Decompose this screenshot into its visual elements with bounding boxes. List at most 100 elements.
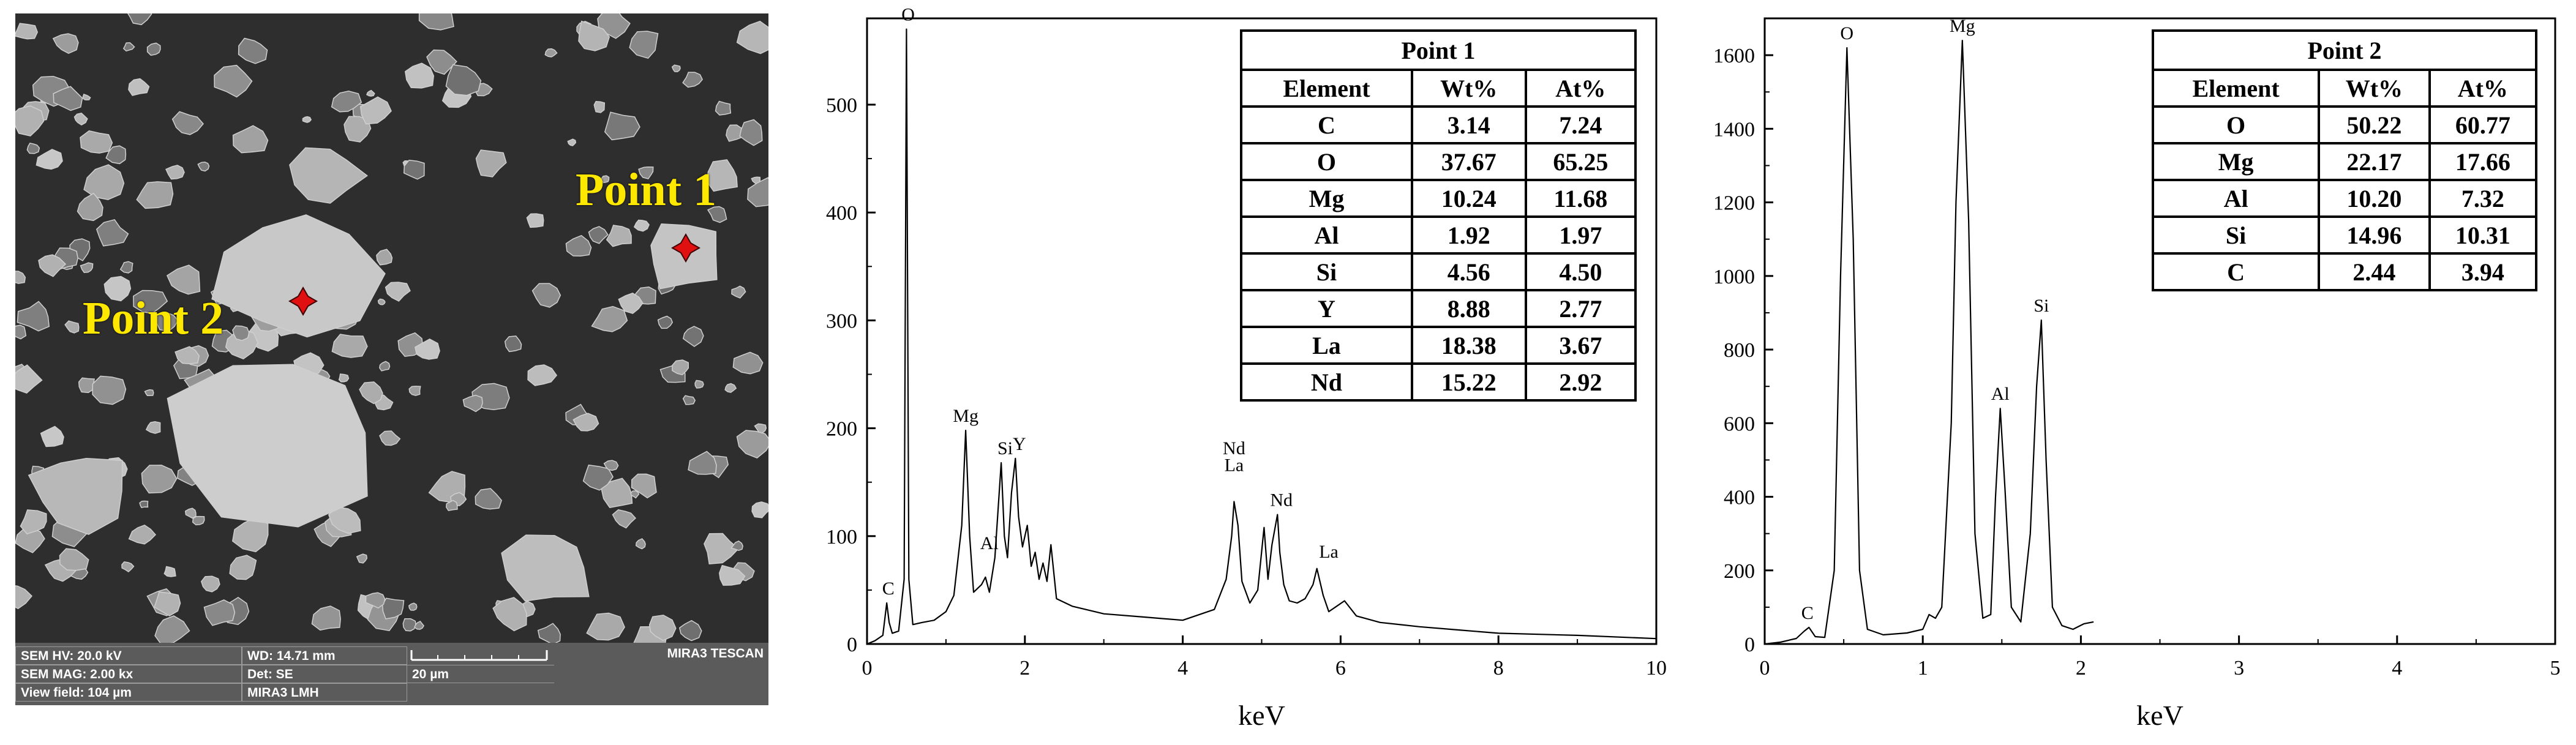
sem-particle (64, 320, 80, 334)
sem-particle (15, 585, 33, 610)
sem-info-bar: SEM HV: 20.0 kV WD: 14.71 mm SEM MAG: 2.… (15, 643, 768, 705)
sem-particle (731, 285, 746, 299)
x-tick-label: 8 (1493, 657, 1504, 679)
x-tick-label: 2 (1020, 657, 1030, 679)
x-tick-label: 4 (1177, 657, 1188, 679)
sem-particle (657, 315, 674, 329)
x-tick-label: 2 (2076, 657, 2086, 679)
sem-particle (119, 261, 133, 274)
table2-cell: C (2151, 252, 2321, 291)
x-tick-label: 0 (1760, 657, 1770, 679)
sem-particle (311, 605, 341, 631)
table1-cell: 7.24 (1524, 105, 1637, 144)
peak-label: C (1801, 603, 1814, 623)
sem-particle (154, 615, 190, 643)
table1-header-wt: Wt% (1410, 69, 1527, 108)
sem-particle (578, 20, 610, 51)
peak-label: Mg (953, 406, 978, 426)
spectrum-line (866, 28, 1657, 645)
sem-particle-point2 (211, 214, 386, 338)
table1-header-at: At% (1524, 69, 1637, 108)
x-axis-label: keV (2136, 700, 2184, 731)
sem-particle (404, 62, 434, 89)
table2-cell: 10.20 (2318, 179, 2431, 218)
sem-particle (128, 524, 157, 545)
sem-particle (356, 553, 368, 564)
table-row: Si 4.56 4.50 (1240, 252, 1637, 291)
sem-particle (122, 42, 135, 52)
sem-particle (385, 282, 411, 302)
table1-cell: 65.25 (1524, 142, 1637, 181)
sem-particle (80, 130, 113, 154)
sem-particle (15, 271, 26, 284)
sem-particle (633, 219, 650, 232)
table1-cell: C (1240, 105, 1413, 144)
sem-particle (36, 149, 63, 170)
table-row: La 18.38 3.67 (1240, 326, 1637, 365)
sem-particle (20, 509, 47, 534)
table-row: Mg 22.17 17.66 (2151, 142, 2538, 181)
x-tick-label: 6 (1335, 657, 1346, 679)
table-row: Y 8.88 2.77 (1240, 289, 1637, 328)
table1-cell: 3.14 (1410, 105, 1527, 144)
y-tick-label: 100 (826, 526, 857, 548)
sem-particle (103, 275, 132, 302)
scale-bar (410, 650, 548, 661)
y-tick-label: 1000 (1713, 266, 1755, 288)
table2-cell: 2.44 (2318, 252, 2431, 291)
sem-particle (144, 389, 154, 396)
sem-particle (402, 618, 416, 632)
table2-cell: O (2151, 105, 2321, 144)
sem-particle (567, 138, 577, 146)
sem-hv: SEM HV: 20.0 kV (15, 646, 242, 665)
sem-particle (501, 534, 590, 602)
sem-particle (52, 33, 79, 54)
sem-particle (630, 490, 640, 499)
sem-particle (376, 249, 393, 266)
sem-particle (15, 364, 43, 394)
sem-det: Det: SE (242, 665, 407, 683)
sem-particle (200, 575, 220, 593)
x-axis-label: keV (1238, 700, 1285, 731)
sem-particle (145, 421, 161, 434)
table1-cell: Mg (1240, 179, 1413, 218)
sem-scale: 20 µm (407, 665, 554, 683)
sem-particle (408, 386, 421, 396)
table1-cell: 3.67 (1524, 326, 1637, 365)
table1-title: Point 1 (1240, 29, 1637, 71)
sem-particle (80, 262, 94, 273)
sem-wd: WD: 14.71 mm (242, 646, 407, 665)
table2-header-wt: Wt% (2318, 69, 2431, 108)
sem-particle (171, 111, 204, 135)
sem-particle (504, 335, 522, 353)
sem-particle (475, 149, 507, 178)
sem-particle (704, 533, 740, 565)
sem-particle (128, 78, 150, 96)
table2-cell: 7.32 (2428, 179, 2538, 218)
table2-cell: 3.94 (2428, 252, 2538, 291)
sem-particle (73, 112, 88, 125)
sem-particle (82, 94, 91, 101)
sem-particle (707, 159, 738, 192)
sem-particle (586, 612, 625, 641)
table2-cell: Si (2151, 215, 2321, 255)
sem-particle (331, 91, 362, 113)
table1-cell: 2.92 (1524, 362, 1637, 402)
table-row: Al 10.20 7.32 (2151, 179, 2538, 218)
sem-particle (359, 381, 383, 405)
spectrum-line (1764, 39, 2094, 645)
peak-label: Nd (1223, 438, 1245, 459)
point2-marker (288, 286, 318, 316)
sem-particle (154, 591, 181, 616)
sem-particle (59, 548, 89, 571)
sem-particle (232, 325, 250, 341)
y-tick-label: 0 (847, 634, 857, 656)
table2-header-at: At% (2428, 69, 2538, 108)
x-tick-label: 5 (2550, 657, 2561, 679)
sem-particle (629, 31, 659, 59)
point1-marker (670, 233, 701, 263)
sem-particle (606, 225, 632, 247)
sem-particle (15, 105, 45, 137)
table1-cell: O (1240, 142, 1413, 181)
sem-particle (328, 506, 361, 534)
